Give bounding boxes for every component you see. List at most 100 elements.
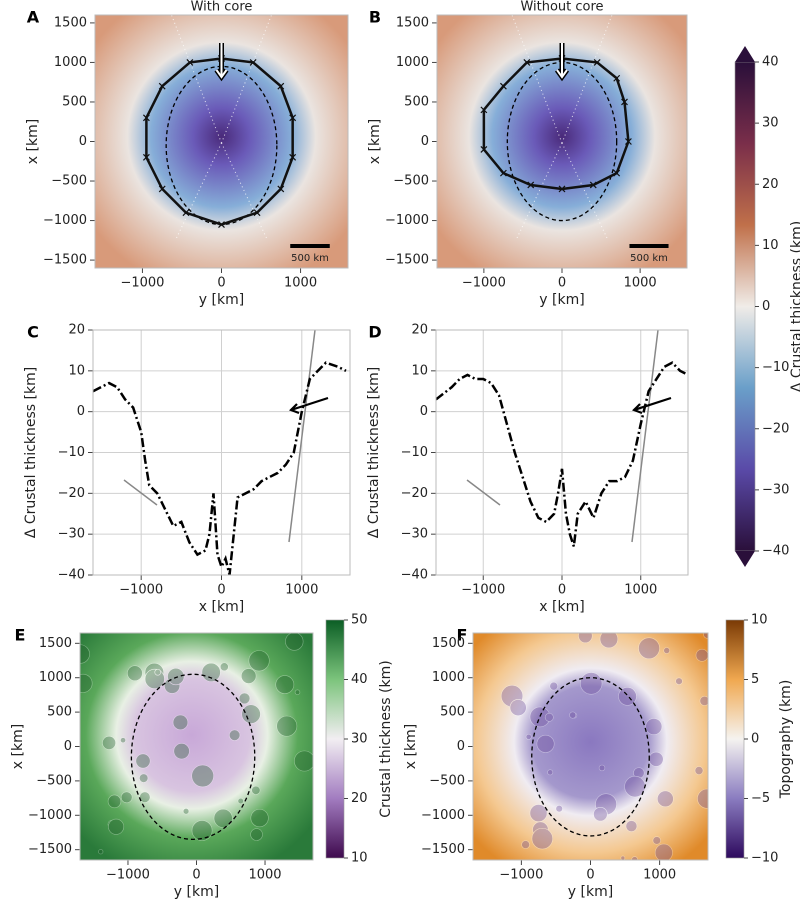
y-axis-label: x [km] [25, 119, 41, 164]
y-tick-label: −40 [58, 568, 85, 583]
y-tick-label: −500 [36, 773, 72, 788]
crater [509, 699, 527, 717]
x-tick-label: 1000 [643, 868, 676, 883]
colorbar-label: Crustal thickness (km) [378, 660, 394, 817]
crater [120, 737, 126, 744]
crater [547, 769, 554, 776]
reference-ellipse [531, 677, 650, 837]
x-axis-label: y [km] [568, 884, 613, 900]
crater [248, 650, 270, 672]
crater [571, 712, 578, 719]
colorbar-tick-label: 10 [762, 238, 779, 253]
ray [561, 15, 613, 144]
outline-marker [253, 209, 261, 217]
crater [276, 715, 298, 737]
crater [144, 668, 165, 689]
y-tick-label: −1500 [43, 253, 87, 268]
ray [516, 142, 563, 239]
outline-marker [613, 169, 621, 177]
crater [139, 773, 149, 783]
x-tick-label: 0 [558, 276, 566, 291]
rays [171, 15, 272, 239]
crater [201, 662, 221, 682]
y-tick-label: −500 [429, 773, 465, 788]
crater [237, 797, 244, 805]
colorbar-tick-label: 10 [351, 851, 368, 866]
colorbar-tick-label: 30 [351, 732, 368, 747]
x-tick-label: −1000 [499, 868, 543, 883]
y-tick-label: −1000 [421, 808, 465, 823]
crater [250, 808, 269, 828]
panel-letter: A [27, 8, 40, 27]
crater [135, 753, 151, 769]
crater [645, 718, 663, 736]
x-tick-label: −1000 [119, 583, 163, 598]
y-tick-label: 0 [64, 739, 72, 754]
y-tick-label: 0 [420, 404, 428, 419]
x-tick-label: 1000 [285, 583, 318, 598]
x-tick-label: 0 [217, 276, 225, 291]
colorbar-tick-label: −40 [762, 544, 789, 559]
plot-content [436, 330, 688, 547]
crater [228, 729, 241, 741]
y-axis-label: Δ Crustal thickness [km] [366, 367, 382, 538]
outline-marker [277, 82, 285, 90]
outline-marker [480, 106, 488, 114]
ray [176, 142, 222, 239]
colorbar-label: Δ Crustal thickness (km) [789, 221, 800, 392]
frame [92, 329, 351, 576]
crater [172, 714, 189, 731]
colorbar-tick-label: −20 [762, 421, 789, 436]
frame [94, 14, 349, 269]
x-tick-label: −1000 [461, 583, 505, 598]
crater [697, 788, 708, 809]
crater [580, 672, 603, 695]
crater [544, 712, 554, 722]
outline-marker [158, 185, 166, 193]
crater [80, 673, 93, 693]
crater [120, 791, 133, 804]
crater [536, 734, 555, 753]
x-tick-label: 0 [192, 868, 200, 883]
y-tick-label: −20 [58, 486, 85, 501]
crater [657, 790, 674, 808]
colorbar-tick-label: 40 [762, 55, 779, 70]
y-tick-label: −10 [58, 445, 85, 460]
colorbar-tick-label: 20 [351, 791, 368, 806]
outline-marker [142, 153, 150, 161]
frame [79, 632, 314, 861]
profile-line [436, 361, 688, 547]
x-tick-label: 0 [558, 583, 566, 598]
frame [435, 329, 689, 576]
arrow-core [556, 43, 568, 79]
crater [251, 785, 261, 795]
arrow [289, 396, 329, 415]
guide-line [123, 479, 158, 506]
y-tick-label: 500 [47, 705, 72, 720]
frame [436, 14, 688, 269]
crater [525, 733, 532, 740]
profile-line [93, 361, 347, 575]
x-tick-label: 1000 [624, 583, 657, 598]
x-axis-label: y [km] [174, 884, 219, 900]
colorbar-tick-label: 5 [751, 672, 759, 687]
crater [108, 818, 125, 835]
colorbar-tick-label: 10 [751, 613, 768, 628]
crater [654, 843, 673, 860]
colorbar-tick-label: −30 [762, 482, 789, 497]
colorbar-tick-label: 30 [762, 116, 779, 131]
crater [98, 849, 104, 855]
crater [529, 706, 551, 728]
outline-marker [621, 98, 628, 106]
y-tick-label: −10 [401, 445, 428, 460]
outline-marker [499, 82, 507, 90]
crater [694, 766, 704, 775]
colorbar-tick-label: 0 [762, 299, 770, 314]
crater [531, 827, 553, 850]
crater [213, 808, 233, 828]
crater [652, 836, 661, 845]
y-tick-label: −40 [401, 568, 428, 583]
ray [171, 15, 222, 144]
colorbar-extend [735, 551, 755, 567]
crater [294, 750, 313, 772]
